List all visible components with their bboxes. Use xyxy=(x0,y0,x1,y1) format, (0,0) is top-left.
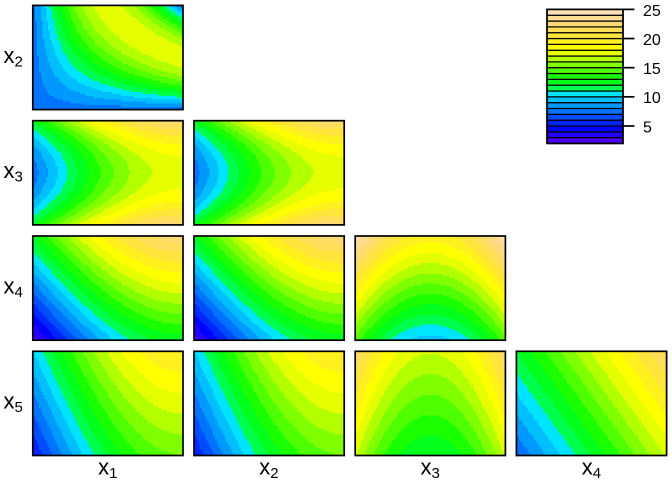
svg-text:x5: x5 xyxy=(4,389,23,417)
svg-text:x1: x1 xyxy=(98,455,117,480)
svg-text:x4: x4 xyxy=(4,273,23,301)
svg-text:5: 5 xyxy=(643,119,652,136)
svg-text:x4: x4 xyxy=(582,455,601,480)
svg-text:x2: x2 xyxy=(4,43,23,71)
svg-text:15: 15 xyxy=(643,61,661,78)
svg-text:20: 20 xyxy=(643,32,661,49)
svg-text:x3: x3 xyxy=(421,455,440,480)
svg-text:25: 25 xyxy=(643,3,661,20)
svg-text:10: 10 xyxy=(643,90,661,107)
svg-text:x3: x3 xyxy=(4,158,23,186)
svg-text:x2: x2 xyxy=(259,455,278,480)
